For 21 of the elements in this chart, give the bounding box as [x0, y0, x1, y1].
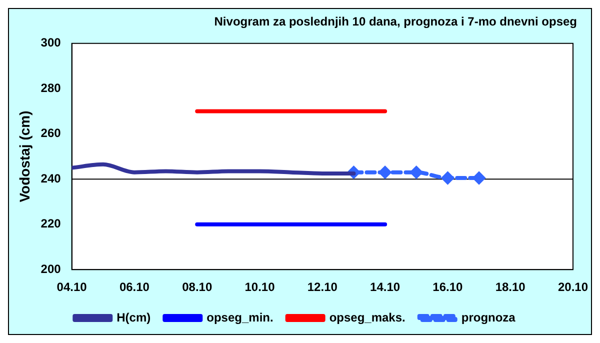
x-tick-label: 14.10: [370, 280, 400, 294]
chart-title: Nivogram za poslednjih 10 dana, prognoza i 7-mo dnevni opseg: [214, 14, 577, 29]
y-tick-label: 220: [40, 216, 62, 231]
x-tick-label: 18.10: [495, 280, 526, 294]
y-tick-label: 200: [40, 262, 62, 276]
y-tick-label: 300: [40, 36, 62, 50]
x-tick-label: 06.10: [119, 280, 150, 294]
x-tick-label: 12.10: [307, 280, 338, 294]
x-tick-label: 08.10: [182, 280, 212, 294]
x-tick-label: 04.10: [56, 280, 88, 294]
legend-label: H(cm): [116, 310, 151, 324]
y-tick-label: 240: [40, 171, 62, 186]
x-tick-label: 20.10: [558, 280, 588, 294]
x-tick-label: 10.10: [244, 280, 276, 294]
y-tick-label: 280: [40, 80, 62, 95]
legend-label: prognoza: [461, 310, 516, 324]
y-tick-label: 260: [40, 126, 62, 140]
legend-label: opseg_min.: [206, 310, 274, 324]
legend-label: opseg_maks.: [329, 310, 406, 324]
y-axis-title: Vodostaj (cm): [16, 110, 32, 202]
x-tick-label: 16.10: [432, 280, 464, 294]
